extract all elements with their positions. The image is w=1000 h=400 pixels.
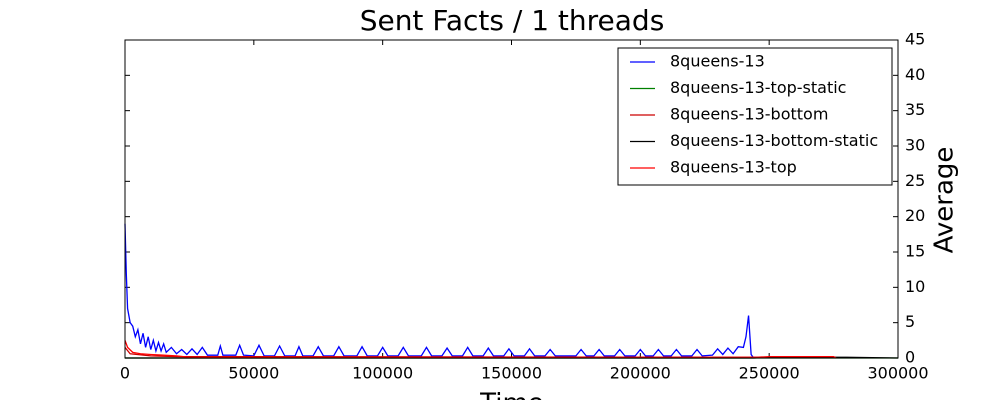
series-line <box>124 340 837 359</box>
x-tick-label: 150000 <box>481 364 542 383</box>
legend-box <box>617 47 893 186</box>
y-tick-label: 35 <box>905 100 925 119</box>
plot-frame <box>124 39 899 359</box>
chart-title: Sent Facts / 1 threads <box>360 4 665 37</box>
series-line <box>124 223 755 359</box>
x-tick-label: 50000 <box>228 364 279 383</box>
x-tick-label: 250000 <box>739 364 800 383</box>
y-tick-label: 5 <box>905 312 915 331</box>
x-tick-label: 100000 <box>352 364 413 383</box>
legend-label: 8queens-13-top <box>670 158 797 177</box>
x-axis-label: Time <box>479 389 544 400</box>
x-tick-label: 0 <box>120 364 130 383</box>
legend-label: 8queens-13-bottom <box>670 105 828 124</box>
y-tick-label: 10 <box>905 277 925 296</box>
y-tick-label: 45 <box>905 30 925 49</box>
y-tick-label: 15 <box>905 242 925 261</box>
y-tick-label: 0 <box>905 348 915 367</box>
legend-label: 8queens-13-top-static <box>670 78 846 97</box>
y-axis-label: Average <box>930 147 960 254</box>
x-tick-label: 300000 <box>867 364 928 383</box>
y-tick-label: 30 <box>905 136 925 155</box>
legend-label: 8queens-13 <box>670 52 765 71</box>
y-tick-label: 40 <box>905 65 925 84</box>
y-tick-label: 20 <box>905 206 925 225</box>
x-tick-label: 200000 <box>610 364 671 383</box>
legend-label: 8queens-13-bottom-static <box>670 131 878 150</box>
y-tick-label: 25 <box>905 171 925 190</box>
